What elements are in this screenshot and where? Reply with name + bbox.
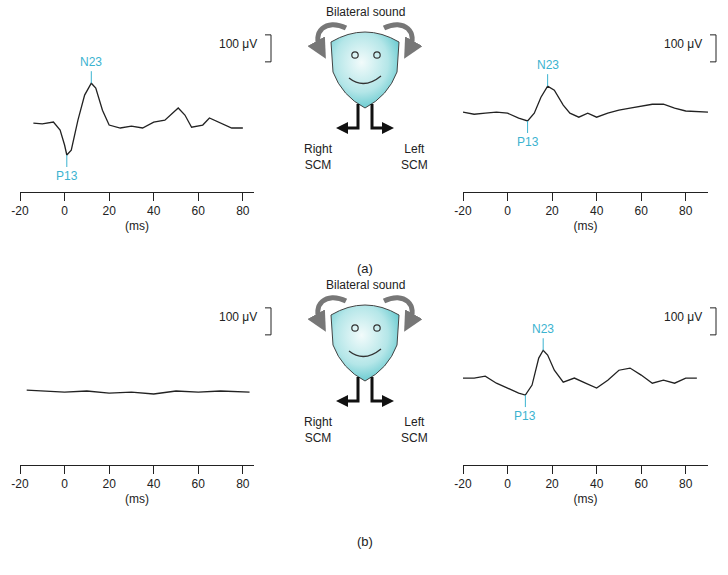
svg-text:100 μV: 100 μV [664,310,702,324]
svg-text:LeftSCM: LeftSCM [401,142,428,172]
svg-text:(ms): (ms) [574,219,598,233]
svg-text:P13: P13 [517,135,539,149]
svg-text:20: 20 [102,204,116,218]
svg-text:Bilateral sound: Bilateral sound [326,278,405,292]
svg-text:20: 20 [545,477,559,491]
svg-text:N23: N23 [532,322,554,336]
svg-text:Bilateral sound: Bilateral sound [326,5,405,19]
svg-text:-20: -20 [454,477,472,491]
svg-text:P13: P13 [514,409,536,423]
svg-text:P13: P13 [56,169,78,183]
svg-text:100 μV: 100 μV [219,37,257,51]
svg-text:60: 60 [192,477,206,491]
svg-text:(b): (b) [357,534,373,549]
svg-text:80: 80 [236,477,250,491]
svg-text:0: 0 [61,204,68,218]
svg-text:40: 40 [590,477,604,491]
svg-text:LeftSCM: LeftSCM [401,415,428,445]
svg-text:60: 60 [635,477,649,491]
svg-text:0: 0 [61,477,68,491]
svg-text:20: 20 [545,204,559,218]
svg-text:100 μV: 100 μV [219,310,257,324]
svg-text:80: 80 [679,204,693,218]
svg-text:60: 60 [192,204,206,218]
svg-text:-20: -20 [11,477,29,491]
svg-text:(a): (a) [357,261,373,276]
svg-text:N23: N23 [537,58,559,72]
svg-text:-20: -20 [454,204,472,218]
svg-text:(ms): (ms) [125,492,149,506]
svg-text:40: 40 [147,204,161,218]
svg-text:80: 80 [679,477,693,491]
svg-text:60: 60 [635,204,649,218]
svg-text:(ms): (ms) [574,492,598,506]
svg-text:-20: -20 [11,204,29,218]
svg-text:N23: N23 [80,55,102,69]
svg-text:RightSCM: RightSCM [304,415,333,445]
svg-text:40: 40 [590,204,604,218]
svg-text:100 μV: 100 μV [664,37,702,51]
svg-text:0: 0 [504,204,511,218]
svg-text:0: 0 [504,477,511,491]
svg-text:(ms): (ms) [125,219,149,233]
svg-text:80: 80 [236,204,250,218]
svg-text:40: 40 [147,477,161,491]
svg-text:20: 20 [102,477,116,491]
svg-text:RightSCM: RightSCM [304,142,333,172]
